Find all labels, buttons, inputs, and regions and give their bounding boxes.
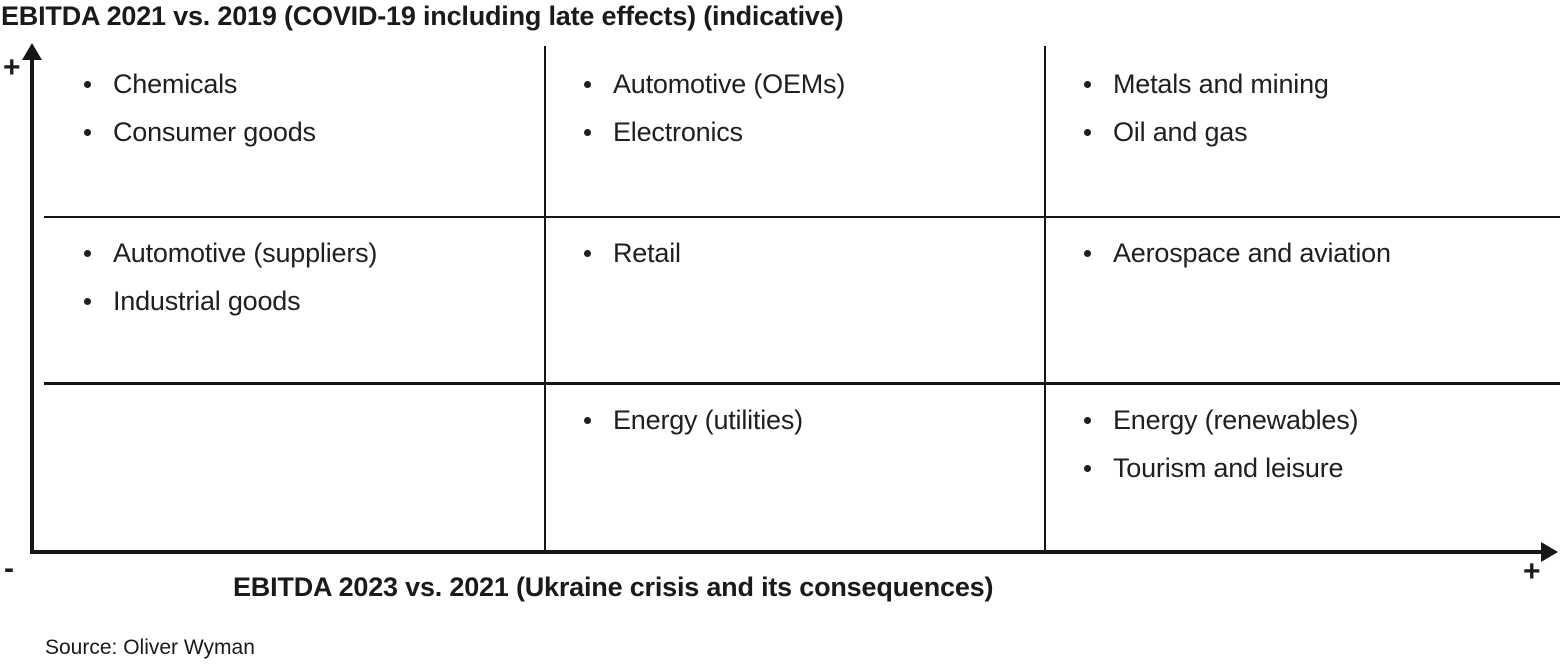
list-item: Consumer goods	[84, 108, 316, 156]
industry-label: Energy (utilities)	[613, 404, 803, 435]
matrix-cell-r2c1: Energy (utilities)	[584, 396, 803, 444]
x-axis-line	[30, 550, 1543, 554]
chart-title: EBITDA 2021 vs. 2019 (COVID-19 including…	[1, 1, 844, 31]
list-item: Tourism and leisure	[1084, 444, 1358, 492]
list-item: Energy (renewables)	[1084, 396, 1359, 444]
industry-label: Retail	[613, 237, 681, 268]
y-axis-arrowhead-icon	[22, 43, 42, 60]
matrix-cell-r1c0: Automotive (suppliers) Industrial goods	[84, 229, 377, 325]
list-item: Electronics	[584, 108, 845, 156]
industry-label: Automotive (OEMs)	[613, 68, 846, 99]
matrix-cell-r0c1: Automotive (OEMs) Electronics	[584, 60, 845, 156]
list-item: Automotive (suppliers)	[84, 229, 377, 277]
bullet-icon	[1084, 416, 1091, 424]
y-axis-line	[30, 57, 34, 554]
source-note: Source: Oliver Wyman	[45, 636, 255, 659]
bullet-icon	[584, 128, 591, 136]
vertical-gridline-1	[544, 46, 546, 551]
list-item: Energy (utilities)	[584, 396, 803, 444]
y-axis-minus-marker: -	[4, 552, 14, 585]
horizontal-gridline-1	[44, 216, 1560, 218]
industry-label: Consumer goods	[113, 116, 316, 147]
list-item: Chemicals	[84, 60, 316, 108]
horizontal-gridline-2	[44, 382, 1560, 385]
list-item: Metals and mining	[1084, 60, 1329, 108]
industry-label: Oil and gas	[1113, 116, 1248, 147]
x-axis-arrowhead-icon	[1541, 542, 1558, 562]
bullet-icon	[84, 128, 91, 136]
bullet-icon	[1084, 464, 1091, 472]
y-axis-plus-marker: +	[3, 51, 21, 84]
list-item: Retail	[584, 229, 681, 277]
industry-label: Chemicals	[113, 68, 238, 99]
bullet-icon	[1084, 249, 1091, 257]
bullet-icon	[1084, 80, 1091, 88]
bullet-icon	[84, 249, 91, 257]
list-item: Automotive (OEMs)	[584, 60, 845, 108]
x-axis-label: EBITDA 2023 vs. 2021 (Ukraine crisis and…	[233, 572, 994, 602]
matrix-cell-r0c0: Chemicals Consumer goods	[84, 60, 316, 156]
list-item: Aerospace and aviation	[1084, 229, 1391, 277]
industry-label: Energy (renewables)	[1113, 404, 1359, 435]
bullet-icon	[84, 80, 91, 88]
bullet-icon	[584, 80, 591, 88]
industry-label: Metals and mining	[1113, 68, 1329, 99]
matrix-cell-r0c2: Metals and mining Oil and gas	[1084, 60, 1329, 156]
industry-label: Tourism and leisure	[1113, 452, 1344, 483]
bullet-icon	[1084, 128, 1091, 136]
list-item: Industrial goods	[84, 277, 377, 325]
bullet-icon	[84, 297, 91, 305]
industry-label: Automotive (suppliers)	[113, 237, 378, 268]
matrix-cell-r1c2: Aerospace and aviation	[1084, 229, 1391, 277]
matrix-cell-r2c2: Energy (renewables) Tourism and leisure	[1084, 396, 1359, 492]
industry-label: Aerospace and aviation	[1113, 237, 1391, 268]
industry-label: Industrial goods	[113, 285, 301, 316]
x-axis-plus-marker: +	[1523, 555, 1541, 588]
bullet-icon	[584, 416, 591, 424]
vertical-gridline-2	[1044, 46, 1046, 551]
bullet-icon	[584, 249, 591, 257]
list-item: Oil and gas	[1084, 108, 1329, 156]
industry-label: Electronics	[613, 116, 743, 147]
matrix-cell-r1c1: Retail	[584, 229, 681, 277]
